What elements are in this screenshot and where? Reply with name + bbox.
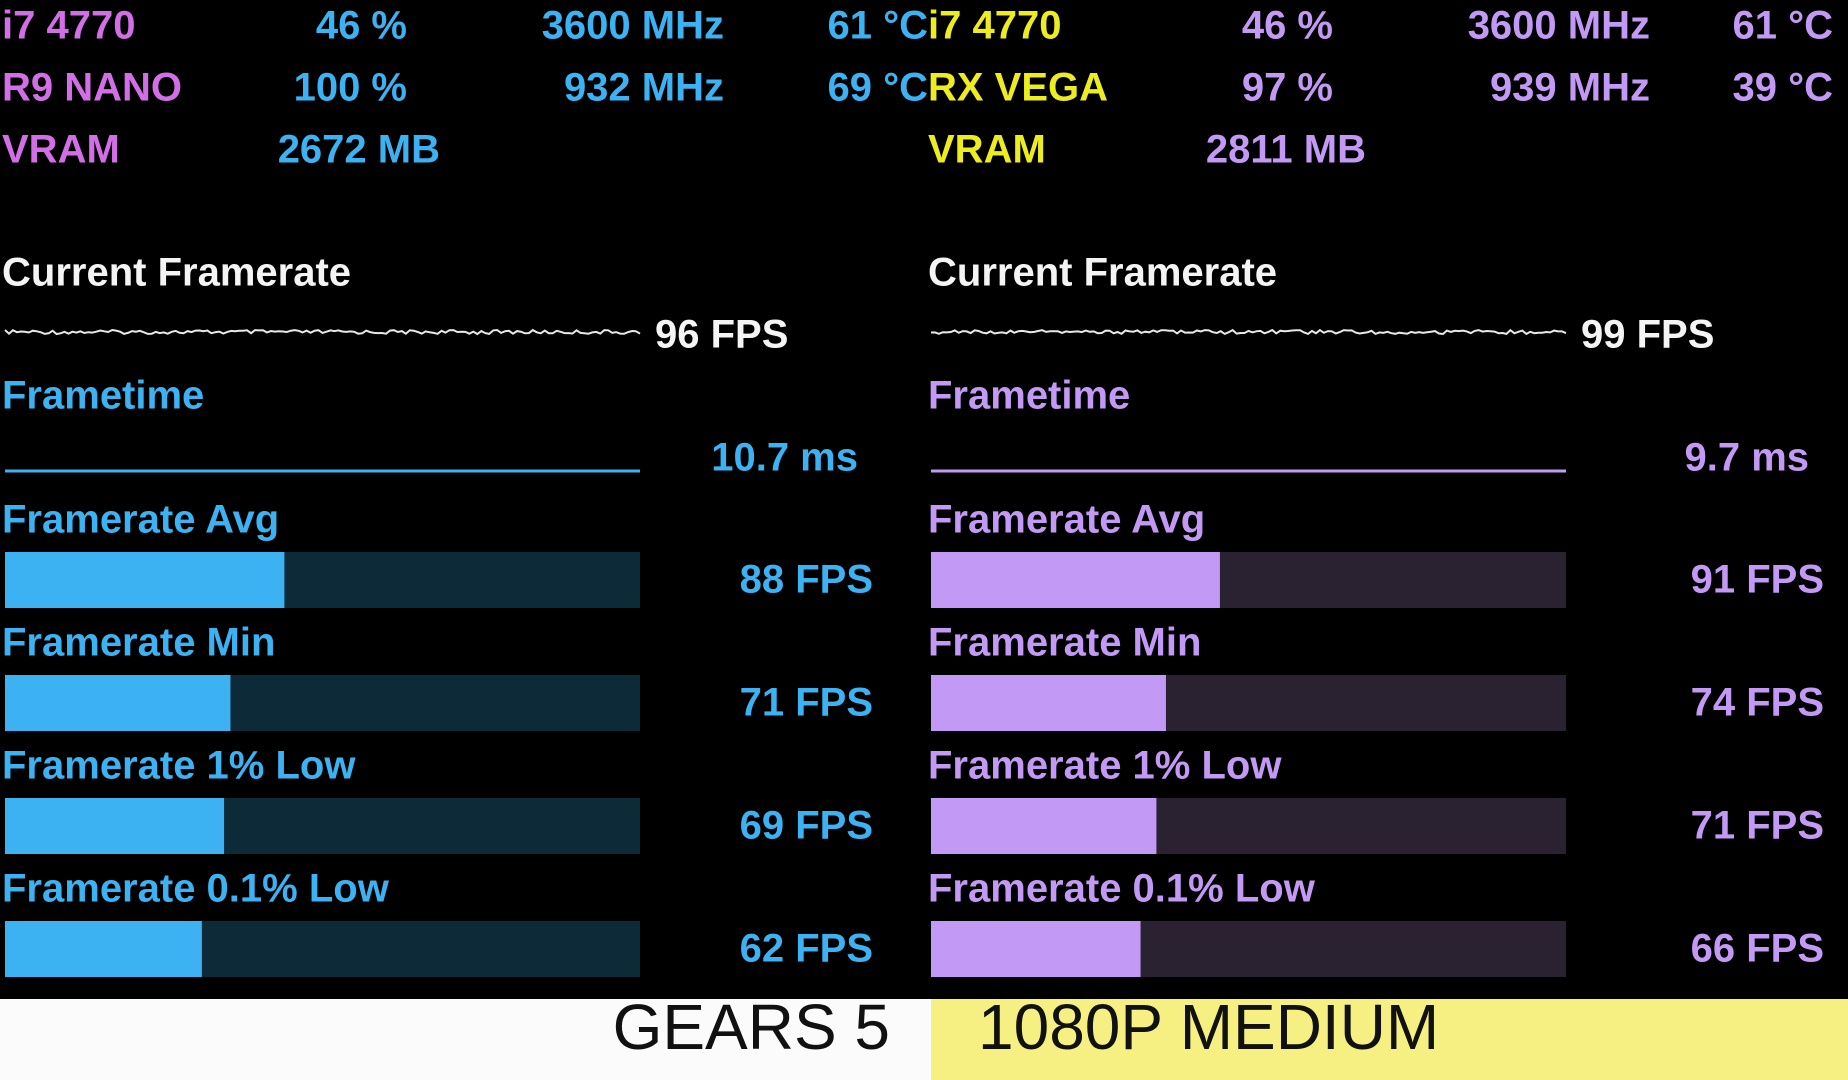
sensor-name: i7 4770 <box>928 4 1061 48</box>
bar-value: 71 FPS <box>740 681 873 725</box>
game-title: GEARS 5 <box>613 991 890 1063</box>
bar-label: Framerate 1% Low <box>2 744 356 788</box>
bar <box>931 552 1220 608</box>
frametime-value: 10.7 ms <box>711 436 858 480</box>
sensor-clock: 3600 MHz <box>1468 4 1650 48</box>
footer-left <box>0 999 931 1080</box>
bar-label: Framerate Min <box>2 621 275 665</box>
bar-value: 74 FPS <box>1691 681 1824 725</box>
bar-value: 62 FPS <box>740 927 873 971</box>
sensor-usage: 97 % <box>1242 66 1333 110</box>
bar <box>5 921 202 977</box>
vram-value: 2811 MB <box>1206 128 1366 172</box>
bar-label: Framerate Avg <box>2 498 279 542</box>
frametime-value: 9.7 ms <box>1684 436 1809 480</box>
bar-value: 69 FPS <box>740 804 873 848</box>
framerate-heading: Current Framerate <box>2 251 351 295</box>
footer-right <box>931 999 1848 1080</box>
bar-label: Framerate Avg <box>928 498 1205 542</box>
sensor-clock: 932 MHz <box>564 66 724 110</box>
vram-value: 2672 MB <box>278 128 440 172</box>
bar <box>931 798 1157 854</box>
frametime-heading: Frametime <box>2 374 204 418</box>
framerate-graph <box>4 328 641 336</box>
sensor-temp: 69 °C <box>828 66 929 110</box>
sensor-clock: 3600 MHz <box>542 4 724 48</box>
bar-label: Framerate 0.1% Low <box>928 867 1316 911</box>
bar <box>5 552 285 608</box>
bar <box>5 675 231 731</box>
bar-label: Framerate 0.1% Low <box>2 867 390 911</box>
framerate-heading: Current Framerate <box>928 251 1277 295</box>
sensor-name: RX VEGA <box>928 66 1108 110</box>
sensor-usage: 100 % <box>294 66 407 110</box>
framerate-value: 96 FPS <box>655 313 788 357</box>
bar-value: 88 FPS <box>740 558 873 602</box>
sensor-name: i7 4770 <box>2 4 135 48</box>
framerate-graph <box>930 328 1567 336</box>
sensor-name: R9 NANO <box>2 66 182 110</box>
sensor-usage: 46 % <box>316 4 407 48</box>
bar <box>931 921 1141 977</box>
setting-label: 1080P MEDIUM <box>978 991 1439 1063</box>
bar-label: Framerate Min <box>928 621 1201 665</box>
sensor-temp: 61 °C <box>828 4 929 48</box>
sensor-temp: 39 °C <box>1733 66 1834 110</box>
frametime-heading: Frametime <box>928 374 1130 418</box>
bar-label: Framerate 1% Low <box>928 744 1282 788</box>
bar <box>5 798 225 854</box>
bar-value: 91 FPS <box>1691 558 1824 602</box>
sensor-usage: 46 % <box>1242 4 1333 48</box>
vram-label: VRAM <box>928 128 1046 172</box>
bar <box>931 675 1166 731</box>
sensor-temp: 61 °C <box>1733 4 1834 48</box>
sensor-clock: 939 MHz <box>1490 66 1650 110</box>
bar-value: 66 FPS <box>1691 927 1824 971</box>
bar-value: 71 FPS <box>1691 804 1824 848</box>
framerate-value: 99 FPS <box>1581 313 1714 357</box>
vram-label: VRAM <box>2 128 120 172</box>
